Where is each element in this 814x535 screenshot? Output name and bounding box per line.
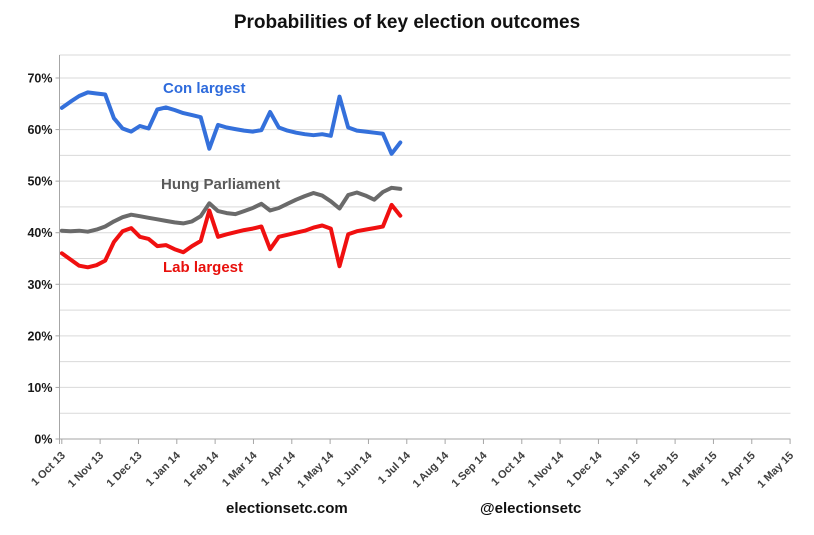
y-tick-label: 20% [27, 329, 52, 343]
x-tick-label: 1 Oct 13 [29, 450, 68, 489]
legend-label-lab-largest: Lab largest [163, 259, 244, 276]
x-tick-label: 1 Mar 15 [680, 450, 720, 490]
y-tick-label: 0% [34, 433, 52, 447]
series-line-con-largest [59, 90, 403, 156]
y-tick-label: 30% [27, 278, 52, 292]
footer-website: electionsetc.com [226, 500, 348, 517]
y-tick-label: 70% [27, 72, 52, 86]
chart-title: Probabilities of key election outcomes [233, 12, 581, 33]
y-tick-label: 60% [27, 123, 52, 137]
y-tick-label: 40% [27, 226, 52, 240]
x-tick-label: 1 Feb 14 [182, 449, 222, 489]
x-tick-label: 1 Jul 14 [376, 449, 414, 487]
x-tick-label: 1 Apr 15 [719, 450, 758, 489]
x-tick-label: 1 Sep 14 [450, 449, 491, 490]
x-tick-label: 1 Oct 14 [489, 449, 528, 488]
x-tick-label: 1 Mar 14 [220, 449, 260, 489]
x-tick-label: 1 Jan 14 [144, 449, 184, 489]
x-tick-label: 1 Dec 14 [565, 449, 606, 490]
x-tick-label: 1 May 15 [755, 450, 796, 491]
series-line-hung-parliament [59, 185, 403, 234]
x-tick-label: 1 Apr 14 [259, 449, 299, 489]
x-tick-label: 1 Feb 15 [642, 450, 682, 490]
x-tick-label: 1 Nov 13 [66, 450, 106, 490]
footer-twitter: @electionsetc [480, 500, 582, 517]
y-tick-label: 10% [27, 381, 52, 395]
legend-label-con-largest: Con largest [163, 80, 246, 97]
x-tick-label: 1 May 14 [295, 449, 337, 491]
legend-label-hung-parliament: Hung Parliament [161, 176, 281, 193]
x-tick-label: 1 Nov 14 [526, 449, 567, 490]
x-tick-label: 1 Jun 14 [335, 449, 375, 489]
y-tick-label: 50% [27, 175, 52, 189]
x-tick-label: 1 Jan 15 [604, 450, 643, 489]
x-tick-label: 1 Dec 13 [105, 450, 145, 490]
series-line-lab-largest [59, 202, 403, 270]
x-tick-label: 1 Aug 14 [411, 449, 452, 490]
